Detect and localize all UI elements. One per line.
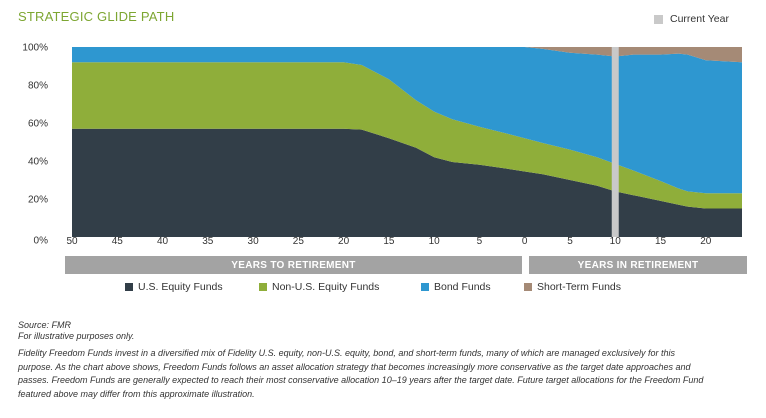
years-to-retirement-band: YEARS TO RETIREMENT — [65, 256, 522, 274]
short-term-area — [72, 47, 742, 63]
x-tick-label: 25 — [293, 236, 305, 247]
x-tick-label: 0 — [522, 236, 528, 247]
x-tick-label: 35 — [202, 236, 214, 247]
current-year-legend: Current Year — [654, 13, 729, 25]
y-tick-label: 0% — [34, 236, 49, 247]
x-tick-label: 10 — [429, 236, 441, 247]
glide-path-chart: 0%20%40%60%80%100%50 45 40 35 30 25 20 15 10 5 0 5 1… — [22, 43, 742, 247]
legend-us-equity-swatch — [125, 283, 133, 291]
non-us-equity-area — [72, 62, 742, 209]
current-year-swatch — [654, 14, 663, 24]
current-year-marker — [611, 47, 619, 237]
y-tick-label: 40% — [28, 157, 48, 168]
y-tick-label: 80% — [28, 81, 48, 92]
legend-short-term-label: Short-Term Funds — [537, 281, 622, 293]
y-tick-label: 60% — [28, 119, 48, 130]
illustrative-note: For illustrative purposes only. — [18, 331, 135, 341]
us-equity-area — [72, 128, 742, 237]
legend-non-us-equity: Non-U.S. Equity Funds — [259, 281, 379, 293]
y-tick-label: 20% — [28, 195, 48, 206]
x-tick-label: 50 — [66, 236, 78, 247]
chart-legend: U.S. Equity Funds Non-U.S. Equity Funds Bo… — [0, 281, 766, 295]
x-tick-label: 5 — [477, 236, 483, 247]
x-tick-label: 45 — [112, 236, 124, 247]
x-tick-label: 40 — [157, 236, 169, 247]
x-tick-label: 20 — [700, 236, 712, 247]
x-tick-label: 5 — [567, 236, 573, 247]
legend-non-us-equity-swatch — [259, 283, 267, 291]
legend-short-term-swatch — [524, 283, 532, 291]
legend-us-equity: U.S. Equity Funds — [125, 281, 223, 293]
years-in-retirement-band: YEARS IN RETIREMENT — [529, 256, 747, 274]
current-year-label: Current Year — [670, 13, 729, 25]
legend-us-equity-label: U.S. Equity Funds — [138, 281, 223, 293]
source-note: Source: FMR — [18, 320, 72, 330]
legend-non-us-equity-label: Non-U.S. Equity Funds — [272, 281, 380, 293]
x-tick-label: 15 — [655, 236, 667, 247]
chart-title: STRATEGIC GLIDE PATH — [18, 9, 175, 24]
x-tick-label: 10 — [610, 236, 622, 247]
legend-bond-label: Bond Funds — [434, 281, 491, 293]
description-text: Fidelity Freedom Funds invest in a diver… — [18, 348, 704, 399]
x-tick-label: 20 — [338, 236, 350, 247]
x-tick-label: 30 — [248, 236, 260, 247]
legend-bond-swatch — [421, 283, 429, 291]
bond-area — [72, 47, 742, 194]
y-tick-label: 100% — [22, 43, 48, 54]
legend-bond: Bond Funds — [421, 281, 491, 293]
x-tick-label: 15 — [383, 236, 395, 247]
legend-short-term: Short-Term Funds — [524, 281, 621, 293]
